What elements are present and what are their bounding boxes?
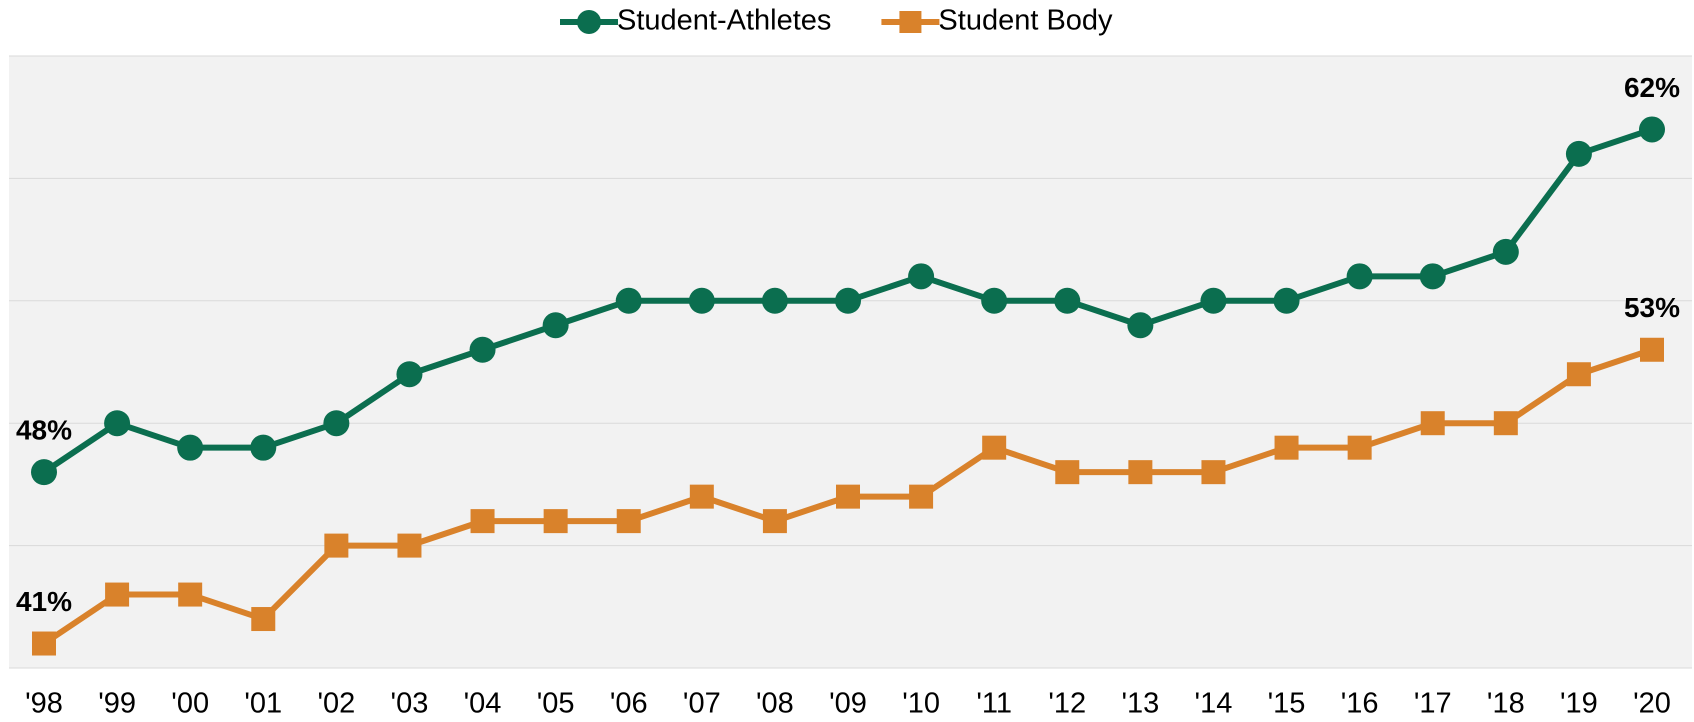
data-point (908, 263, 935, 290)
data-point (1346, 263, 1373, 290)
x-tick-label: '00 (171, 688, 209, 720)
data-point (1274, 435, 1299, 460)
data-point (105, 582, 130, 607)
data-point (1201, 460, 1226, 485)
legend-label: Student Body (938, 5, 1113, 37)
x-tick-label: '12 (1048, 688, 1086, 720)
data-point (470, 509, 495, 534)
data-point (1420, 411, 1445, 436)
x-tick-label: '07 (683, 688, 721, 720)
legend-label: Student-Athletes (617, 5, 831, 37)
data-point (251, 607, 276, 632)
x-tick-label: '11 (976, 688, 1012, 720)
x-tick-label: '14 (1195, 688, 1233, 720)
data-point (689, 484, 714, 509)
plot-area (9, 56, 1692, 668)
data-point (1055, 460, 1080, 485)
x-tick-label: '03 (391, 688, 429, 720)
legend-marker (577, 10, 601, 34)
x-tick-label: '16 (1341, 688, 1379, 720)
data-point (397, 533, 422, 558)
data-point (909, 484, 934, 509)
data-point (762, 509, 787, 534)
data-point (104, 410, 131, 437)
data-point (688, 287, 715, 314)
data-point (1054, 287, 1081, 314)
data-point (835, 287, 861, 314)
data-point (615, 287, 642, 314)
data-label: 53% (1624, 292, 1680, 323)
data-point (1347, 435, 1372, 460)
data-point (31, 459, 57, 486)
x-tick-label: '17 (1414, 688, 1452, 720)
x-tick-label: '98 (25, 688, 63, 720)
x-tick-label: '15 (1268, 688, 1306, 720)
data-label: 41% (16, 586, 72, 617)
data-point (469, 336, 496, 363)
data-point (761, 287, 788, 314)
x-tick-label: '10 (902, 688, 940, 720)
x-tick-label: '99 (98, 688, 136, 720)
data-point (323, 410, 350, 437)
x-tick-label: '06 (610, 688, 648, 720)
x-tick-label: '18 (1487, 688, 1525, 720)
data-point (178, 582, 203, 607)
data-point (177, 434, 204, 461)
data-point (1565, 140, 1592, 167)
data-label: 62% (1624, 72, 1680, 103)
data-point (1639, 116, 1665, 143)
data-label: 48% (16, 415, 72, 446)
x-tick-label: '20 (1633, 688, 1671, 720)
data-point (982, 435, 1007, 460)
data-point (1200, 287, 1227, 314)
data-point (1127, 312, 1154, 339)
x-tick-label: '13 (1121, 688, 1159, 720)
x-tick-label: '01 (244, 688, 282, 720)
data-point (1493, 411, 1518, 436)
data-point (1640, 337, 1664, 362)
x-tick-label: '09 (829, 688, 867, 720)
data-point (1492, 238, 1519, 265)
x-tick-label: '04 (464, 688, 502, 720)
data-point (324, 533, 349, 558)
data-point (396, 361, 423, 388)
data-point (250, 434, 277, 461)
data-point (543, 509, 568, 534)
data-point (616, 509, 641, 534)
data-point (981, 287, 1008, 314)
legend-marker (899, 11, 922, 33)
x-tick-label: '02 (317, 688, 355, 720)
data-point (836, 484, 860, 509)
data-point (542, 312, 569, 339)
data-point (32, 631, 56, 656)
x-tick-label: '08 (756, 688, 794, 720)
data-point (1419, 263, 1446, 290)
x-tick-label: '05 (537, 688, 575, 720)
data-point (1566, 362, 1591, 387)
data-point (1273, 287, 1300, 314)
data-point (1128, 460, 1153, 485)
x-tick-label: '19 (1560, 688, 1598, 720)
